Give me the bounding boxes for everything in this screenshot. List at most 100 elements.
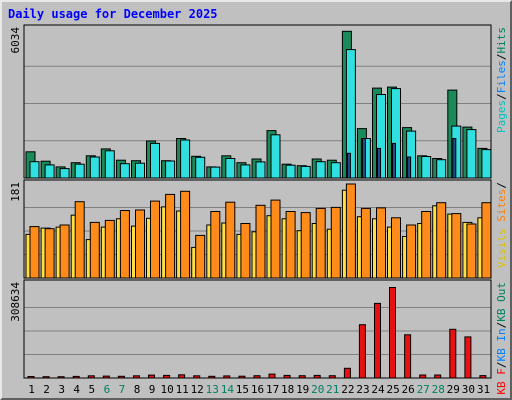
legend-entry: /	[495, 54, 508, 61]
bar-files	[135, 162, 145, 179]
x-tick-label: 1	[28, 383, 35, 396]
legend-entry: /	[495, 322, 508, 329]
bar-files	[421, 156, 432, 179]
bar-sites	[225, 201, 236, 279]
bar-sites	[44, 228, 55, 279]
panel-background-kbytes	[24, 280, 491, 378]
x-tick-label: 21	[326, 383, 339, 396]
legend-entry: Files	[495, 60, 508, 93]
bar-kb-f	[464, 336, 472, 379]
bar-sites	[240, 223, 251, 279]
legend-entry: Sites	[495, 189, 508, 229]
x-tick-label: 27	[417, 383, 430, 396]
panel-background-usage	[24, 25, 491, 178]
bar-sites	[270, 199, 281, 279]
bar-files	[104, 150, 115, 179]
panel-border-usage	[23, 24, 492, 179]
bar-sites	[376, 207, 386, 279]
legend-entry: Pages	[495, 100, 508, 133]
bar-files	[466, 129, 477, 179]
bar-sites	[406, 224, 417, 279]
bar-sites	[451, 213, 462, 279]
bar-files	[180, 139, 191, 179]
bar-kb-f	[389, 287, 396, 379]
bar-kb-f	[343, 367, 351, 379]
bar-files	[330, 162, 341, 179]
x-tick-label: 23	[356, 383, 369, 396]
x-tick-label: 8	[134, 383, 141, 396]
y-max-label: 308634	[9, 282, 22, 322]
bar-files	[285, 164, 296, 179]
bar-files	[436, 159, 447, 179]
bar-sites	[150, 200, 160, 279]
x-tick-label: 28	[432, 383, 445, 396]
x-tick-label: 12	[191, 383, 204, 396]
bar-files	[150, 142, 160, 179]
x-tick-label: 19	[296, 383, 309, 396]
bar-sites	[104, 219, 115, 279]
bar-kb-f	[358, 324, 366, 379]
bar-sites	[391, 217, 401, 279]
x-tick-label: 5	[88, 383, 95, 396]
bar-sites	[300, 212, 311, 279]
y-max-label: 6034	[9, 27, 22, 54]
x-tick-label: 11	[176, 383, 189, 396]
x-tick-label: 14	[221, 383, 235, 396]
bar-files	[59, 168, 70, 179]
x-tick-label: 31	[477, 383, 490, 396]
bar-files	[300, 165, 311, 179]
bar-sites	[255, 204, 266, 279]
x-tick-label: 18	[281, 383, 294, 396]
x-tick-label: 30	[462, 383, 475, 396]
legend-entry: KB F	[495, 368, 508, 395]
legend-entry: KB In	[495, 328, 508, 361]
panel-border-visits-sites	[23, 179, 492, 279]
x-tick-label: 7	[119, 383, 126, 396]
legend-entry: /	[495, 362, 508, 369]
x-tick-label: 16	[251, 383, 264, 396]
bar-files	[89, 156, 100, 179]
bar-files	[255, 161, 266, 179]
legend-entry: Visits	[495, 228, 508, 268]
x-tick-label: 15	[236, 383, 249, 396]
bar-pages	[361, 138, 366, 179]
bar-files	[29, 161, 40, 179]
series-legend-visits-sites: Visits Sites/	[495, 182, 508, 268]
bar-files	[195, 156, 206, 179]
x-tick-label: 3	[58, 383, 65, 396]
bar-sites	[119, 210, 130, 279]
panel-border-kbytes	[23, 279, 492, 379]
bar-sites	[421, 211, 432, 279]
x-tick-label: 4	[73, 383, 80, 396]
bar-sites	[466, 223, 477, 279]
x-tick-label: 20	[311, 383, 324, 396]
bar-sites	[195, 234, 206, 279]
bar-files	[225, 158, 236, 179]
bar-files	[119, 163, 130, 179]
bar-kb-f	[449, 328, 457, 379]
bar-kb-f	[374, 302, 381, 379]
bar-files	[270, 134, 281, 179]
x-tick-label: 29	[447, 383, 460, 396]
bar-files	[165, 160, 176, 179]
x-tick-label: 25	[386, 383, 399, 396]
bar-files	[210, 166, 221, 179]
bar-files	[315, 161, 326, 179]
bar-pages	[377, 147, 381, 179]
bar-sites	[29, 226, 40, 279]
bar-files	[44, 164, 55, 179]
bar-files	[240, 164, 251, 179]
legend-entry: /	[495, 182, 508, 189]
x-tick-label: 10	[160, 383, 173, 396]
bar-sites	[481, 202, 492, 279]
bar-sites	[89, 221, 100, 279]
x-tick-label: 9	[149, 383, 156, 396]
bar-sites	[330, 206, 341, 279]
bar-sites	[360, 207, 371, 279]
x-tick-label: 6	[104, 383, 111, 396]
bar-kb-f	[268, 373, 276, 379]
x-tick-label: 26	[401, 383, 414, 396]
bar-sites	[210, 211, 221, 279]
bar-pages	[346, 152, 351, 179]
legend-entry: Hits	[495, 27, 508, 54]
